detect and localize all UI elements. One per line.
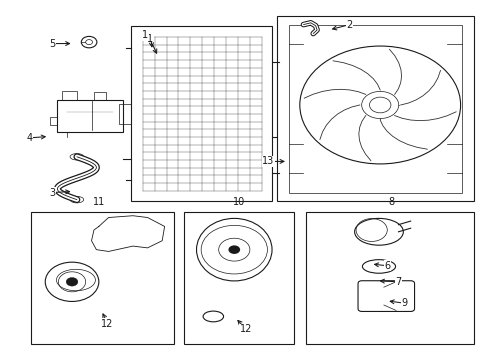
Bar	[30, 212, 174, 344]
Bar	[50, 117, 57, 125]
Circle shape	[362, 91, 399, 118]
Text: 9: 9	[402, 298, 408, 308]
Text: 7: 7	[395, 277, 402, 287]
Bar	[306, 212, 474, 344]
Text: 3: 3	[49, 188, 55, 198]
Text: 2: 2	[346, 19, 353, 30]
Text: 11: 11	[93, 197, 105, 207]
Text: 13: 13	[262, 157, 274, 166]
Text: 12: 12	[240, 324, 252, 334]
Text: 6: 6	[384, 261, 391, 271]
Bar	[94, 93, 106, 100]
Text: 10: 10	[233, 197, 245, 207]
Text: 4: 4	[26, 133, 33, 143]
Text: 12: 12	[101, 319, 114, 329]
Text: 5: 5	[49, 39, 56, 49]
Circle shape	[66, 278, 78, 286]
Text: 1: 1	[147, 34, 153, 44]
Bar	[184, 212, 294, 344]
Circle shape	[228, 246, 240, 254]
Text: 1: 1	[142, 30, 148, 40]
Text: 8: 8	[388, 197, 394, 207]
Bar	[62, 91, 77, 100]
